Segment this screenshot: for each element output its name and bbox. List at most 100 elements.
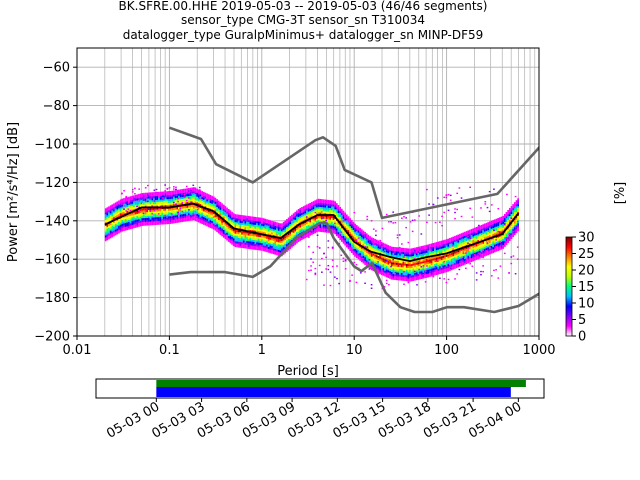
psd-density-cell: [396, 234, 399, 236]
psd-density-cell: [384, 243, 386, 246]
psd-density-cell: [139, 222, 142, 225]
psd-density-cell: [276, 251, 278, 254]
psd-density-cell: [158, 211, 160, 214]
psd-density-cell: [254, 238, 257, 241]
psd-density-cell: [121, 192, 123, 194]
psd-density-cell: [335, 224, 338, 227]
psd-density-cell: [141, 212, 144, 215]
psd-density-cell: [156, 220, 159, 223]
psd-density-cell: [319, 218, 322, 221]
psd-density-cell: [385, 271, 388, 274]
psd-density-cell: [400, 276, 403, 279]
psd-density-cell: [212, 221, 215, 224]
psd-density-cell: [467, 261, 470, 264]
psd-density-cell: [327, 209, 330, 212]
psd-density-cell: [306, 206, 308, 209]
psd-density-cell: [515, 223, 518, 226]
psd-density-cell: [114, 225, 117, 228]
psd-density-cell: [124, 214, 127, 218]
psd-density-cell: [395, 251, 398, 254]
psd-density-cell: [182, 209, 185, 213]
psd-density-cell: [252, 239, 255, 242]
psd-density-cell: [269, 224, 272, 227]
psd-density-cell: [437, 255, 440, 258]
psd-density-cell: [392, 260, 395, 263]
psd-density-cell: [500, 216, 503, 219]
psd-density-cell: [503, 252, 506, 255]
psd-density-cell: [158, 218, 160, 221]
psd-density-cell: [202, 218, 205, 221]
psd-density-cell: [444, 262, 446, 266]
psd-density-cell: [226, 213, 228, 216]
psd-density-cell: [279, 229, 282, 232]
psd-density-cell: [156, 216, 159, 220]
psd-density-cell: [319, 212, 322, 215]
psd-density-cell: [252, 224, 255, 227]
psd-density-cell: [326, 199, 328, 202]
psd-density-cell: [259, 219, 262, 222]
psd-density-cell: [196, 194, 198, 197]
psd-density-cell: [307, 213, 310, 216]
psd-density-cell: [239, 226, 242, 229]
psd-density-cell: [126, 224, 129, 227]
psd-density-cell: [469, 233, 471, 236]
psd-density-cell: [360, 250, 363, 253]
psd-density-cell: [196, 188, 198, 191]
psd-density-cell: [192, 208, 195, 211]
psd-density-cell: [166, 212, 169, 215]
psd-density-cell: [138, 224, 140, 227]
psd-density-cell: [394, 273, 396, 277]
psd-density-cell: [349, 227, 351, 230]
psd-density-cell: [436, 197, 439, 199]
psd-density-cell: [266, 236, 268, 239]
psd-density-cell: [216, 220, 218, 223]
psd-density-cell: [365, 237, 368, 240]
psd-density-cell: [412, 249, 415, 253]
psd-density-cell: [159, 214, 162, 217]
psd-density-cell: [359, 227, 361, 231]
psd-density-cell: [229, 219, 232, 223]
psd-density-cell: [321, 226, 323, 229]
psd-density-cell: [377, 253, 380, 257]
psd-density-cell: [430, 243, 433, 246]
psd-density-cell: [342, 222, 345, 225]
psd-density-cell: [156, 193, 159, 197]
psd-density-cell: [168, 208, 170, 211]
psd-density-cell: [261, 231, 263, 234]
psd-density-cell: [465, 261, 468, 265]
psd-density-cell: [459, 241, 461, 244]
psd-density-cell: [370, 284, 373, 286]
psd-density-cell: [429, 261, 431, 264]
psd-density-cell: [443, 278, 446, 280]
psd-density-cell: [184, 201, 187, 205]
psd-density-cell: [291, 214, 293, 217]
psd-density-cell: [498, 248, 501, 251]
psd-density-cell: [321, 257, 323, 260]
psd-density-cell: [465, 236, 468, 240]
psd-density-cell: [460, 263, 463, 267]
psd-density-cell: [204, 217, 207, 220]
psd-density-cell: [492, 248, 495, 252]
psd-density-cell: [332, 223, 335, 226]
psd-density-cell: [138, 215, 140, 218]
psd-density-cell: [111, 233, 114, 236]
psd-density-cell: [212, 217, 215, 220]
psd-density-cell: [415, 274, 418, 277]
psd-density-cell: [136, 205, 138, 208]
psd-density-cell: [474, 248, 476, 252]
psd-density-cell: [508, 208, 511, 211]
psd-density-cell: [390, 277, 393, 280]
psd-density-cell: [412, 276, 415, 280]
psd-density-cell: [394, 254, 396, 257]
psd-density-cell: [262, 247, 265, 250]
psd-density-cell: [198, 189, 201, 191]
psd-density-cell: [158, 205, 160, 208]
psd-density-cell: [173, 192, 175, 195]
psd-density-cell: [437, 249, 440, 252]
psd-density-cell: [209, 223, 212, 226]
psd-density-cell: [257, 244, 260, 247]
psd-density-cell: [187, 188, 190, 191]
psd-density-cell: [374, 261, 376, 265]
psd-density-cell: [414, 268, 416, 271]
psd-density-cell: [498, 236, 501, 239]
